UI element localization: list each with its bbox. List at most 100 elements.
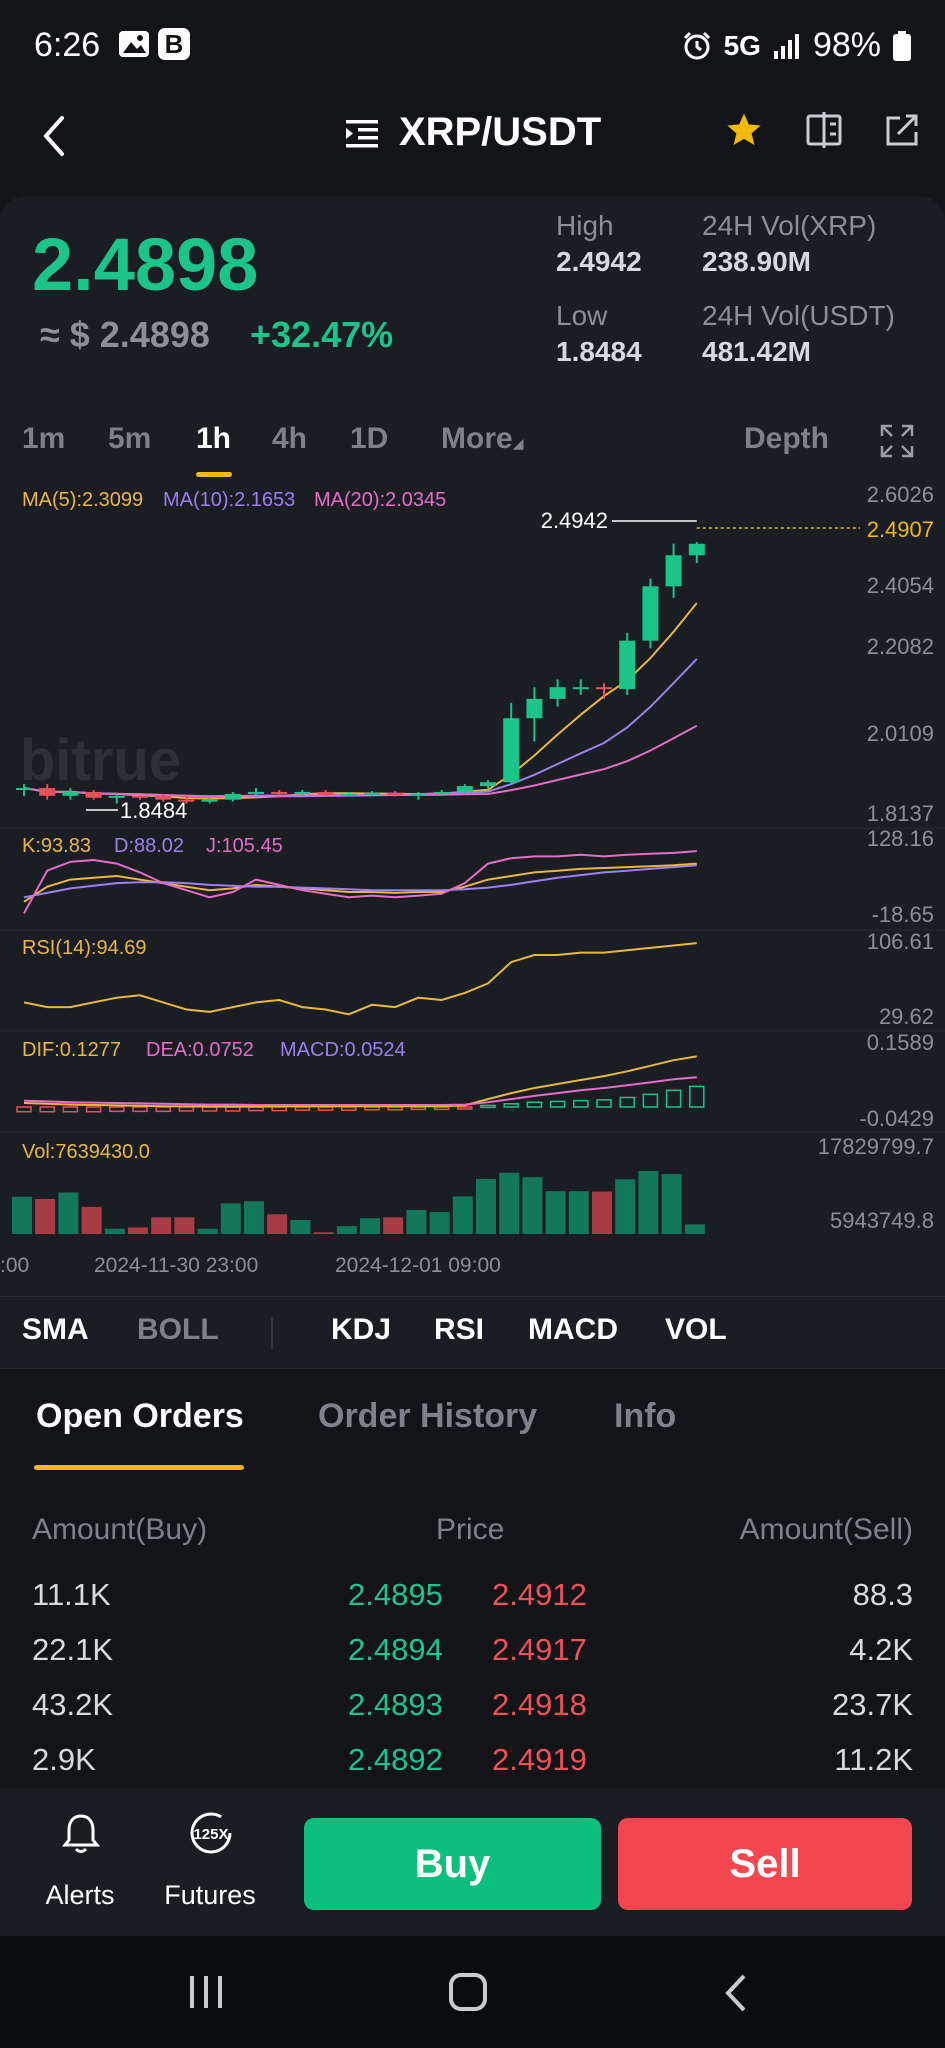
candle-body bbox=[572, 687, 589, 690]
candle-body bbox=[271, 791, 288, 794]
futures-button[interactable]: 125X Futures bbox=[158, 1788, 262, 1936]
indicator-macd[interactable]: MACD bbox=[528, 1313, 618, 1346]
low-marker-label: 1.8484 bbox=[120, 798, 187, 823]
kline-chart[interactable]: bitrue MA(5):2.3099 MA(10):2.1653 MA(20):2… bbox=[0, 484, 945, 1296]
alerts-button[interactable]: Alerts bbox=[30, 1788, 130, 1936]
alarm-icon bbox=[683, 31, 710, 59]
volume-bar bbox=[499, 1172, 520, 1234]
price-axis-label: 1.8137 bbox=[867, 801, 934, 826]
macd-histogram-bar bbox=[642, 1093, 659, 1108]
indicator-boll[interactable]: BOLL bbox=[137, 1313, 219, 1346]
candle-body bbox=[665, 555, 682, 587]
candle-body bbox=[596, 687, 612, 690]
candle-body bbox=[85, 791, 102, 798]
vol-legend: Vol:7639430.0 bbox=[22, 1141, 150, 1163]
tab-more[interactable]: More◢ bbox=[441, 422, 523, 456]
tab-1m[interactable]: 1m bbox=[22, 422, 66, 455]
volume-bar bbox=[128, 1227, 148, 1234]
kdj-k-legend: K:93.83 bbox=[22, 835, 91, 857]
volume-bar bbox=[35, 1199, 56, 1234]
buy-amount: 11.1K bbox=[32, 1577, 111, 1612]
bell-icon bbox=[62, 1814, 100, 1853]
sell-button[interactable]: Sell bbox=[618, 1818, 912, 1910]
indicator-kdj[interactable]: KDJ bbox=[331, 1313, 392, 1346]
candle-body bbox=[294, 791, 311, 794]
indicator-vol[interactable]: VOL bbox=[665, 1313, 727, 1346]
tab-info[interactable]: Info bbox=[614, 1397, 677, 1435]
macd-histogram-bar bbox=[364, 1106, 380, 1111]
orderbook-row[interactable]: 11.1K 2.4895 2.4912 88.3 bbox=[0, 1577, 945, 1632]
star-icon[interactable] bbox=[724, 110, 764, 150]
high-value: 2.4942 bbox=[556, 246, 642, 277]
volume-bar bbox=[476, 1178, 496, 1234]
header: XRP/USDT bbox=[0, 92, 945, 202]
bottom-action-bar: Alerts 125X Futures Buy Sell bbox=[0, 1788, 945, 1936]
bid-price: 2.4895 bbox=[348, 1577, 443, 1612]
ticker-panel: 2.4898 ≈ $ 2.4898 +32.47% High 2.4942 Lo… bbox=[0, 196, 945, 394]
macd-histogram-bar bbox=[410, 1106, 427, 1111]
indicator-rsi[interactable]: RSI bbox=[434, 1313, 485, 1346]
volume-bar bbox=[429, 1212, 450, 1234]
tab-1d[interactable]: 1D bbox=[350, 422, 389, 455]
macd-histogram-bar bbox=[317, 1106, 334, 1111]
macd-histogram-bar bbox=[271, 1106, 287, 1112]
compare-icon[interactable] bbox=[806, 112, 842, 148]
chart-canvas[interactable]: bitrue MA(5):2.3099 MA(10):2.1653 MA(20):2… bbox=[0, 484, 945, 1296]
price-axis-label: 2.6026 bbox=[867, 484, 934, 507]
indicator-sma[interactable]: SMA bbox=[22, 1313, 89, 1346]
fullscreen-icon[interactable] bbox=[880, 424, 914, 458]
volume-bar bbox=[638, 1171, 659, 1234]
macd-histogram-bar bbox=[433, 1106, 450, 1111]
volume-bar bbox=[267, 1214, 288, 1234]
high-label: High bbox=[556, 210, 614, 241]
share-icon[interactable] bbox=[884, 112, 920, 148]
rsi-legend: RSI(14):94.69 bbox=[22, 937, 147, 959]
ask-price: 2.4919 bbox=[492, 1742, 587, 1777]
system-navigation-bar bbox=[0, 1936, 945, 2048]
tab-open-orders[interactable]: Open Orders bbox=[36, 1397, 244, 1435]
tab-5m[interactable]: 5m bbox=[108, 422, 152, 455]
volume-bar bbox=[197, 1228, 218, 1234]
macd-histogram-bar bbox=[665, 1089, 682, 1108]
buy-button[interactable]: Buy bbox=[304, 1818, 601, 1910]
buy-amount: 43.2K bbox=[32, 1687, 114, 1722]
volume-bar bbox=[58, 1192, 79, 1234]
tab-order-history[interactable]: Order History bbox=[318, 1397, 538, 1435]
high-marker-label: 2.4942 bbox=[541, 508, 608, 533]
back-arrow-icon[interactable] bbox=[38, 112, 68, 160]
candle-body bbox=[688, 543, 705, 556]
macd-histogram-bar bbox=[155, 1106, 171, 1113]
system-back-icon[interactable] bbox=[720, 1972, 750, 2014]
price-axis-label: 2.2082 bbox=[867, 634, 934, 659]
volume-bar bbox=[151, 1217, 172, 1234]
candle-body bbox=[340, 793, 357, 796]
macd-dea-line bbox=[23, 1076, 697, 1106]
tab-1h[interactable]: 1h bbox=[196, 422, 232, 455]
b-app-icon: B bbox=[158, 28, 190, 60]
candle-body bbox=[62, 791, 79, 796]
list-icon bbox=[345, 120, 378, 148]
macd-legend: MACD:0.0524 bbox=[280, 1039, 406, 1061]
macd-histogram-bar bbox=[132, 1106, 148, 1113]
kdj-j-legend: J:105.45 bbox=[206, 835, 283, 857]
candle-body bbox=[132, 795, 148, 798]
orderbook-row[interactable]: 22.1K 2.4894 2.4917 4.2K bbox=[0, 1632, 945, 1687]
candle-body bbox=[201, 799, 218, 802]
price-axis-label: 2.4054 bbox=[867, 573, 934, 598]
macd-histogram-bar bbox=[689, 1085, 705, 1108]
tab-depth[interactable]: Depth bbox=[744, 422, 829, 455]
recent-apps-icon[interactable] bbox=[186, 1974, 226, 2010]
home-icon[interactable] bbox=[448, 1972, 488, 2012]
orderbook-row[interactable]: 2.9K 2.4892 2.4919 11.2K bbox=[0, 1742, 945, 1788]
macd-axis-min: -0.0429 bbox=[859, 1106, 934, 1131]
sell-amount: 4.2K bbox=[849, 1632, 913, 1667]
macd-histogram-bar bbox=[596, 1099, 612, 1108]
macd-dea-legend: DEA:0.0752 bbox=[146, 1039, 254, 1061]
pair-title-container[interactable]: XRP/USDT bbox=[0, 110, 945, 155]
orderbook-row[interactable]: 43.2K 2.4893 2.4918 23.7K bbox=[0, 1687, 945, 1742]
macd-histogram-bar bbox=[480, 1104, 496, 1109]
low-value: 1.8484 bbox=[556, 336, 642, 367]
tab-4h[interactable]: 4h bbox=[272, 422, 308, 455]
volume-bar bbox=[244, 1201, 264, 1234]
macd-dif-legend: DIF:0.1277 bbox=[22, 1039, 121, 1061]
